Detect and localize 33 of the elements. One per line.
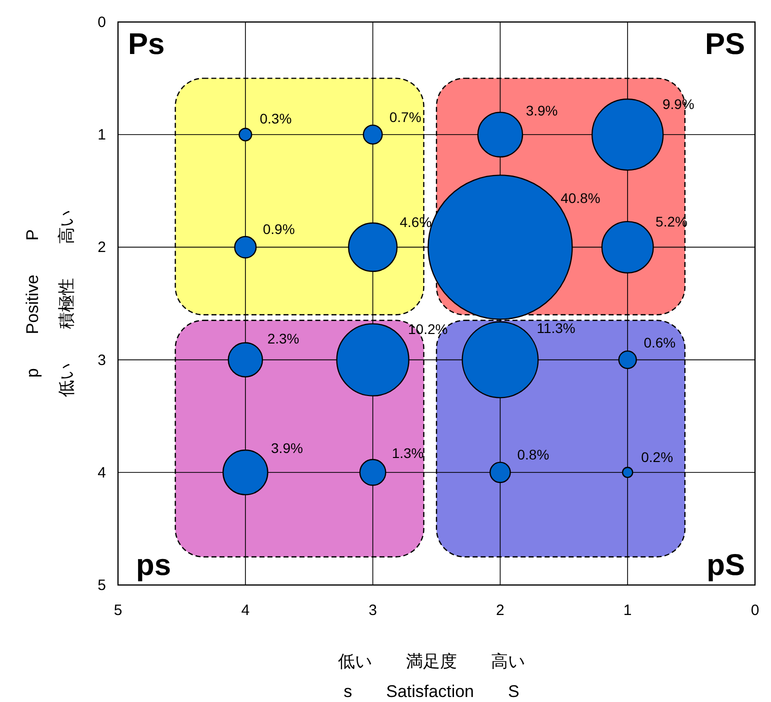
annotation: 9.9%: [662, 96, 694, 112]
annotation: 0.9%: [262, 220, 295, 237]
y-tick-label: 0: [98, 14, 106, 31]
x-tick-label: 0: [750, 602, 760, 619]
annotation: 0.6%: [644, 334, 676, 350]
x-tick-label: 3: [368, 602, 377, 619]
annotation: 2.3%: [267, 330, 300, 346]
x-axis-title: 低い 満足度 高い s Satisfaction S: [338, 652, 525, 701]
annotation: 0.2%: [641, 448, 674, 465]
annotation: 40.8%: [560, 190, 600, 206]
annotation: PS: [704, 28, 745, 61]
y-axis-title: p Positive P 低い 積極性 高い: [23, 210, 76, 397]
annotation: 11.3%: [536, 320, 576, 336]
x-tick-label: 1: [623, 602, 632, 619]
annotation: ps: [136, 549, 172, 582]
annotation: 0.8%: [517, 446, 550, 462]
x-tick-label: 2: [496, 602, 504, 619]
y-tick-label: 3: [98, 352, 106, 369]
y-tick-label: 1: [98, 126, 106, 144]
x-tick-label: 4: [241, 602, 250, 619]
x-tick-label: 5: [114, 602, 122, 619]
annotation: pS: [706, 549, 745, 582]
annotation: 3.9%: [271, 440, 303, 456]
annotation: 0.7%: [389, 108, 422, 125]
y-tick-label: 4: [98, 464, 106, 482]
annotation: 5.2%: [656, 213, 688, 230]
y-tick-label: 2: [98, 239, 106, 256]
annotation: 4.6%: [400, 214, 432, 230]
annotation: 1.3%: [392, 444, 424, 461]
y-tick-label: 5: [98, 577, 106, 594]
annotation: Ps: [128, 28, 165, 61]
annotation: 3.9%: [526, 102, 558, 118]
annotation: 0.3%: [260, 110, 292, 127]
